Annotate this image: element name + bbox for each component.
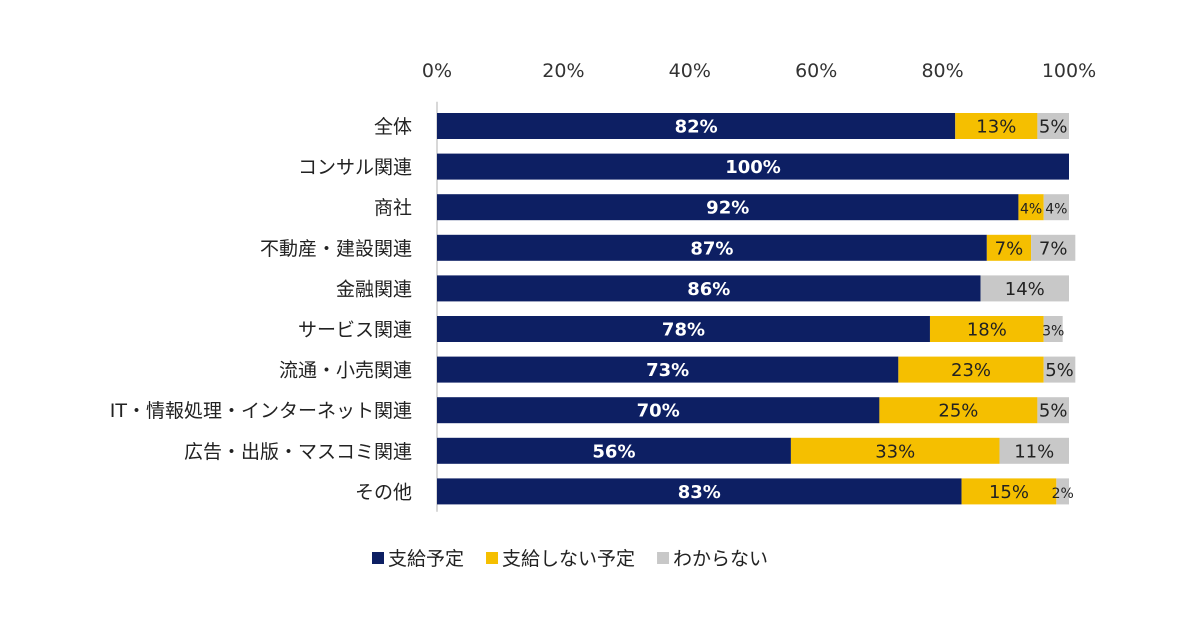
bar-segment	[1043, 356, 1076, 383]
bar-segment	[1043, 194, 1069, 221]
bar-segment	[437, 113, 956, 139]
data-label: 18%	[967, 320, 1007, 341]
data-label: 73%	[646, 360, 689, 381]
category-label: その他	[355, 481, 412, 503]
data-label: 83%	[678, 482, 721, 503]
data-label: 11%	[1014, 441, 1054, 462]
category-label: 流通・小売関連	[279, 360, 412, 382]
x-tick-label: 60%	[795, 60, 837, 82]
category-label: IT・情報処理・インターネット関連	[110, 400, 412, 422]
data-label: 15%	[989, 482, 1029, 503]
bar-segment	[929, 316, 1044, 342]
bar-segment	[986, 234, 1032, 261]
category-label: 広告・出版・マスコミ関連	[184, 441, 412, 463]
data-label: 25%	[938, 401, 978, 422]
category-label: 不動産・建設関連	[260, 238, 412, 260]
legend-swatch	[372, 552, 384, 564]
data-label: 70%	[637, 401, 680, 422]
data-label: 7%	[1039, 238, 1068, 259]
legend-label: わからない	[673, 548, 768, 570]
bar-segment	[1037, 397, 1069, 424]
data-label: 5%	[1039, 117, 1068, 138]
x-tick-label: 20%	[542, 60, 584, 82]
bar-segment	[1037, 113, 1069, 139]
data-label: 5%	[1039, 401, 1068, 422]
category-label: サービス関連	[298, 319, 412, 341]
x-tick-label: 40%	[669, 60, 711, 82]
bar-segment	[1056, 478, 1069, 505]
data-label: 23%	[951, 360, 991, 381]
data-label: 82%	[675, 117, 718, 138]
data-label: 5%	[1045, 360, 1074, 381]
bar-segment	[437, 153, 1069, 180]
bar-segment	[879, 397, 1038, 424]
x-tick-label: 0%	[422, 60, 452, 82]
bar-segment	[1018, 194, 1044, 221]
bar-segment	[999, 437, 1069, 464]
legend-label: 支給しない予定	[502, 548, 635, 570]
data-label: 87%	[690, 238, 733, 259]
data-label: 92%	[706, 198, 749, 219]
bar-segment	[437, 316, 930, 342]
data-label: 78%	[662, 320, 705, 341]
bar-segment	[980, 275, 1069, 302]
data-label: 2%	[1052, 486, 1074, 502]
legend-label: 支給予定	[388, 548, 464, 570]
data-label: 56%	[592, 441, 635, 462]
data-label: 4%	[1045, 202, 1067, 218]
data-label: 7%	[995, 238, 1024, 259]
data-label: 100%	[725, 157, 781, 178]
data-label: 4%	[1020, 202, 1042, 218]
bar-segment	[437, 194, 1019, 221]
bar-segment	[955, 113, 1038, 139]
bar-segment	[437, 397, 880, 424]
legend-swatch	[486, 552, 499, 564]
category-label: 商社	[374, 197, 412, 219]
x-tick-label: 80%	[921, 60, 963, 82]
bar-segment	[1031, 234, 1076, 261]
bar-segment	[437, 275, 981, 302]
bar-segment	[437, 356, 899, 383]
bar-segment	[898, 356, 1044, 383]
category-label: コンサル関連	[298, 157, 412, 179]
category-label: 全体	[374, 116, 412, 138]
bar-segment	[961, 478, 1057, 505]
bar-segment	[437, 437, 791, 464]
data-label: 13%	[976, 117, 1016, 138]
bar-segment	[790, 437, 1000, 464]
data-label: 86%	[687, 279, 730, 300]
x-tick-label: 100%	[1042, 60, 1096, 82]
category-label: 金融関連	[336, 278, 412, 300]
bar-segment	[437, 234, 987, 261]
data-label: 14%	[1005, 279, 1045, 300]
legend-swatch	[657, 552, 670, 564]
bar-segment	[437, 478, 962, 505]
data-label: 3%	[1042, 324, 1064, 340]
bar-segment	[1043, 316, 1063, 342]
data-label: 33%	[875, 441, 915, 462]
